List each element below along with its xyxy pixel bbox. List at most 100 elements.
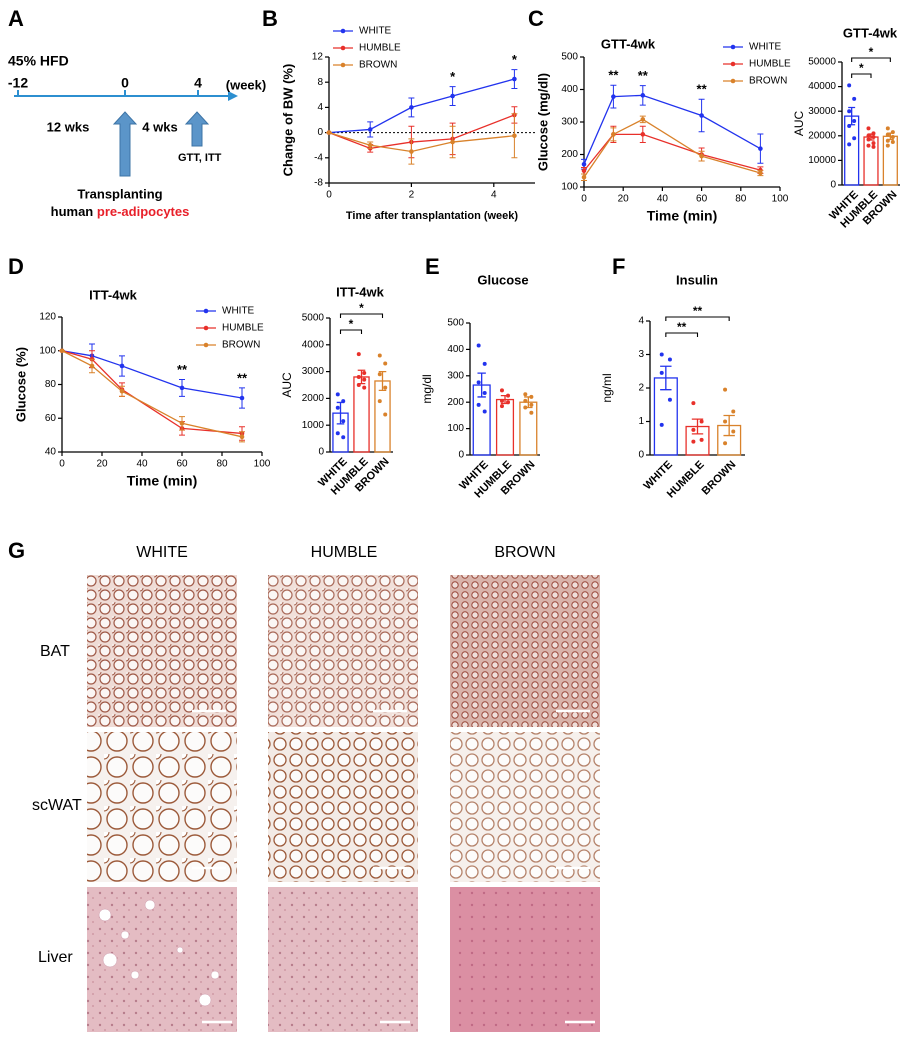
chart: GTT-4wk01000020000300004000050000AUCWHIT… (792, 25, 900, 230)
timeline-label: 4 (194, 75, 202, 91)
chart: D ITT-4wk 40 60 80 100 120 Glucose (%) 0 20 40 60 80… (8, 254, 271, 489)
data-point (499, 404, 504, 409)
data-point (335, 392, 340, 397)
data-point (512, 76, 517, 82)
x-tick-label: 4 (491, 190, 497, 201)
data-point (179, 385, 185, 391)
data-point (450, 139, 455, 145)
data-point (758, 170, 763, 176)
x-tick-label: 100 (772, 194, 789, 205)
significance: ** (638, 68, 649, 83)
data-point (383, 412, 388, 417)
x-tick-label: 0 (581, 194, 587, 205)
data-point (409, 149, 414, 154)
y-tick-label: 5000 (302, 313, 325, 324)
histology-image (450, 887, 600, 1032)
data-point (852, 119, 857, 124)
data-point (89, 363, 95, 369)
legend-label: WHITE (749, 42, 782, 53)
y-tick-label: 40000 (808, 81, 836, 92)
data-point (529, 410, 534, 415)
comparison-bracket (851, 57, 891, 62)
y-tick-label: 50000 (808, 57, 836, 68)
data-point (529, 394, 534, 399)
data-point (659, 352, 664, 357)
x-tick-label: 40 (657, 194, 669, 205)
chart: C GTT-4wk 100 200 300 400 500 Glucose (mg/dl) 0 2… (528, 6, 791, 224)
data-point (529, 402, 534, 407)
y-tick-label: 4 (317, 102, 323, 113)
legend-marker (730, 78, 736, 84)
row-label: scWAT (32, 797, 82, 814)
data-point (890, 130, 895, 135)
panel-a: A 45% HFD -12 0 4 (week) 12 wks 4 wks GT… (8, 6, 266, 220)
comparison-label: ** (677, 320, 687, 334)
y-tick-label: 2 (638, 383, 644, 394)
data-point (871, 131, 876, 136)
data-point (691, 427, 696, 432)
data-point (699, 437, 704, 442)
x-axis-label: Time (min) (127, 473, 198, 489)
data-point (119, 388, 125, 394)
x-tick-label: 80 (735, 194, 747, 205)
data-point (866, 133, 871, 138)
timeline-label: -12 (8, 75, 28, 91)
bar (519, 401, 538, 456)
y-tick-label: 200 (447, 397, 464, 408)
legend-label: HUMBLE (749, 59, 791, 70)
histology-image (87, 732, 237, 882)
legend-marker (340, 62, 346, 68)
data-point (179, 421, 185, 426)
chart-title: ITT-4wk (336, 284, 384, 299)
data-point (885, 138, 890, 143)
panel-g: G WHITE HUMBLE BROWN BAT scWAT Liver (8, 538, 600, 1032)
x-tick-label: 40 (136, 459, 148, 470)
y-tick-label: 3 (638, 349, 644, 360)
y-axis-label: ng/ml (600, 373, 614, 402)
x-tick-label: 2 (409, 190, 415, 201)
y-tick-label: 400 (447, 344, 464, 355)
y-tick-label: 1000 (302, 420, 325, 431)
column-header: WHITE (136, 544, 188, 561)
bar (844, 115, 860, 186)
error-bar (691, 418, 704, 435)
data-point (852, 136, 857, 141)
significance: ** (237, 370, 248, 385)
data-point (885, 143, 890, 148)
legend-marker (340, 45, 346, 51)
chart: B -8 -4 0 4 8 12 Change of BW (%) 0 2 4 Time after … (262, 6, 535, 222)
data-point (482, 409, 487, 414)
y-tick-label: 8 (317, 77, 323, 88)
series-line (583, 94, 761, 165)
data-point (866, 126, 871, 131)
data-point (59, 348, 65, 354)
x-tick-label: 100 (254, 459, 271, 470)
data-point (482, 390, 487, 395)
histology-image (450, 575, 600, 727)
legend-label: BROWN (749, 76, 787, 87)
data-point (723, 441, 728, 446)
data-point (758, 146, 763, 151)
lipid-droplets (98, 899, 220, 1007)
test-arrow (184, 111, 210, 147)
data-point (341, 399, 346, 404)
legend-marker (340, 28, 346, 34)
y-tick-label: 0 (317, 127, 323, 138)
data-point (885, 132, 890, 137)
chart: EGlucose0100200300400500mg/dlWHITEHUMBLE… (420, 254, 540, 500)
comparison-label: * (359, 301, 364, 315)
y-tick-label: 100 (561, 182, 578, 193)
data-point (367, 127, 373, 132)
data-point (866, 143, 871, 148)
bar (863, 136, 879, 186)
x-tick-label: 80 (216, 459, 228, 470)
y-axis-label: Glucose (%) (13, 347, 28, 422)
data-point (847, 83, 852, 88)
data-point (383, 385, 388, 390)
transplant-label: human (51, 204, 94, 219)
comparison-bracket (851, 73, 872, 78)
data-point (523, 392, 528, 397)
significance: ** (177, 362, 188, 377)
chart-title: Insulin (676, 272, 718, 287)
data-point (723, 387, 728, 392)
